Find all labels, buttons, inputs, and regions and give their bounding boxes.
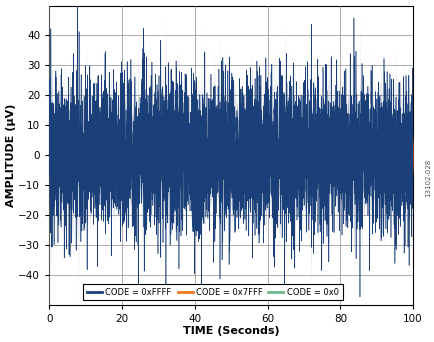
Text: 13102-028: 13102-028 xyxy=(424,159,431,197)
X-axis label: TIME (Seconds): TIME (Seconds) xyxy=(182,327,279,337)
Legend: CODE = 0xFFFF, CODE = 0x7FFF, CODE = 0x0: CODE = 0xFFFF, CODE = 0x7FFF, CODE = 0x0 xyxy=(83,284,342,301)
Y-axis label: AMPLITUDE (μV): AMPLITUDE (μV) xyxy=(6,103,16,207)
